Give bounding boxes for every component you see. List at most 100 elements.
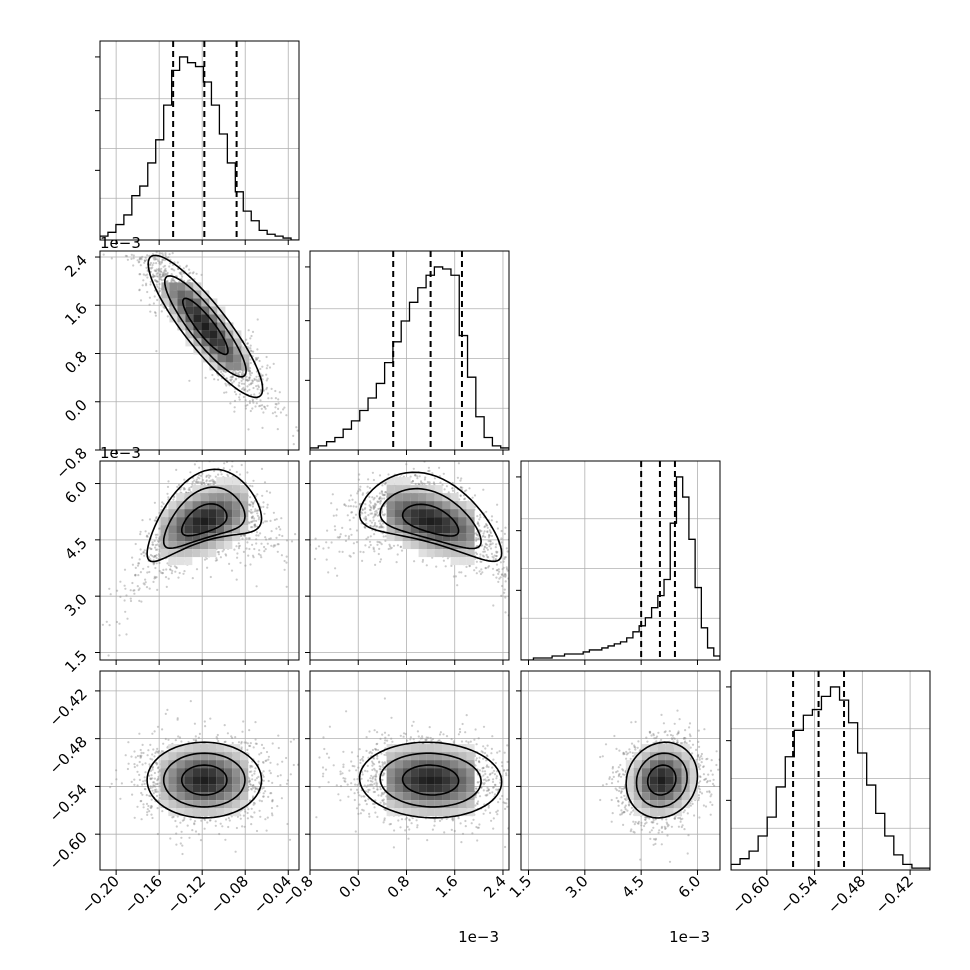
- scatter-point: [325, 752, 329, 755]
- density-cell: [201, 314, 210, 323]
- scatter-point: [231, 736, 234, 740]
- scatter-point: [216, 733, 219, 737]
- scatter-point: [253, 517, 256, 520]
- scatter-point: [231, 375, 234, 378]
- scatter-point: [258, 405, 261, 408]
- scatter-point: [556, 747, 558, 749]
- scatter-point: [176, 717, 179, 720]
- scatter-point: [174, 739, 177, 742]
- scatter-point: [368, 815, 371, 818]
- scatter-point: [637, 820, 641, 823]
- scatter-point: [154, 751, 157, 755]
- scatter-point: [389, 822, 392, 826]
- scatter-point: [236, 815, 239, 818]
- scatter-point: [460, 571, 463, 574]
- scatter-point: [348, 554, 351, 557]
- scatter-point: [379, 801, 382, 804]
- scatter-point: [251, 485, 254, 488]
- scatter-point: [166, 280, 169, 283]
- scatter-point: [359, 758, 362, 762]
- scatter-point: [151, 541, 154, 544]
- scatter-point: [666, 734, 669, 737]
- scatter-point: [698, 775, 702, 778]
- scatter-point: [155, 794, 159, 798]
- scatter-point: [149, 778, 152, 781]
- scatter-point: [248, 770, 251, 774]
- scatter-point: [133, 765, 136, 769]
- scatter-point: [176, 718, 179, 721]
- scatter-point: [249, 799, 252, 802]
- scatter-point: [375, 771, 378, 774]
- scatter-point: [178, 571, 181, 575]
- scatter-point: [143, 259, 146, 262]
- scatter-point: [141, 255, 144, 258]
- scatter-point: [140, 225, 142, 227]
- density-cell: [185, 330, 194, 339]
- scatter-point: [246, 342, 249, 345]
- scatter-point: [368, 751, 371, 755]
- scatter-point: [126, 221, 128, 223]
- scatter-point: [250, 511, 253, 515]
- scatter-point: [149, 787, 152, 790]
- scatter-point: [156, 272, 159, 275]
- scatter-point: [450, 564, 453, 568]
- scatter-point: [482, 789, 485, 792]
- scatter-point: [156, 807, 159, 810]
- scatter-point: [235, 578, 238, 581]
- scatter-point: [171, 816, 174, 819]
- scatter-point: [246, 379, 249, 382]
- scatter-point: [363, 508, 366, 511]
- contour-2-1-0: [358, 471, 503, 563]
- scatter-point: [150, 813, 153, 816]
- density-cell: [176, 800, 185, 809]
- density-cell: [160, 752, 169, 761]
- scatter-point: [384, 491, 387, 494]
- scatter-point: [164, 273, 167, 276]
- scatter-point: [486, 530, 489, 534]
- scatter-point: [384, 768, 387, 771]
- scatter-point: [515, 773, 517, 775]
- scatter-point: [157, 799, 160, 802]
- scatter-point: [210, 479, 213, 482]
- scatter-point: [461, 486, 464, 489]
- scatter-point: [195, 480, 198, 483]
- scatter-point: [253, 772, 256, 775]
- scatter-point: [153, 269, 156, 272]
- scatter-point: [272, 545, 275, 548]
- scatter-point: [154, 785, 157, 788]
- scatter-point: [352, 542, 355, 545]
- scatter-point: [657, 831, 660, 834]
- scatter-point: [145, 586, 149, 589]
- density-cell: [192, 525, 201, 534]
- scatter-point: [183, 478, 186, 481]
- scatter-point: [356, 755, 359, 758]
- scatter-point: [478, 823, 481, 826]
- scatter-point: [158, 561, 161, 565]
- density-cell: [410, 800, 419, 809]
- scatter-point: [133, 750, 136, 753]
- scatter-point: [616, 770, 619, 773]
- density-cell: [200, 549, 209, 558]
- scatter-point: [684, 729, 687, 732]
- scatter-point: [242, 395, 245, 399]
- scatter-point: [153, 539, 156, 543]
- scatter-point: [513, 557, 515, 559]
- scatter-point: [486, 744, 489, 747]
- density-cell: [240, 525, 249, 534]
- scatter-point: [383, 497, 386, 500]
- density-cell: [160, 517, 169, 526]
- scatter-point: [231, 465, 234, 468]
- scatter-point: [501, 584, 504, 588]
- scatter-point: [490, 747, 493, 751]
- scatter-point: [326, 529, 329, 532]
- density-cell: [434, 792, 443, 801]
- scatter-point: [158, 794, 161, 797]
- scatter-point: [493, 793, 497, 796]
- scatter-point: [247, 428, 250, 431]
- scatter-point: [409, 736, 412, 739]
- scatter-point: [139, 256, 142, 259]
- scatter-point: [200, 819, 203, 822]
- density-cell: [458, 541, 467, 550]
- scatter-point: [243, 382, 246, 385]
- scatter-point: [377, 520, 381, 523]
